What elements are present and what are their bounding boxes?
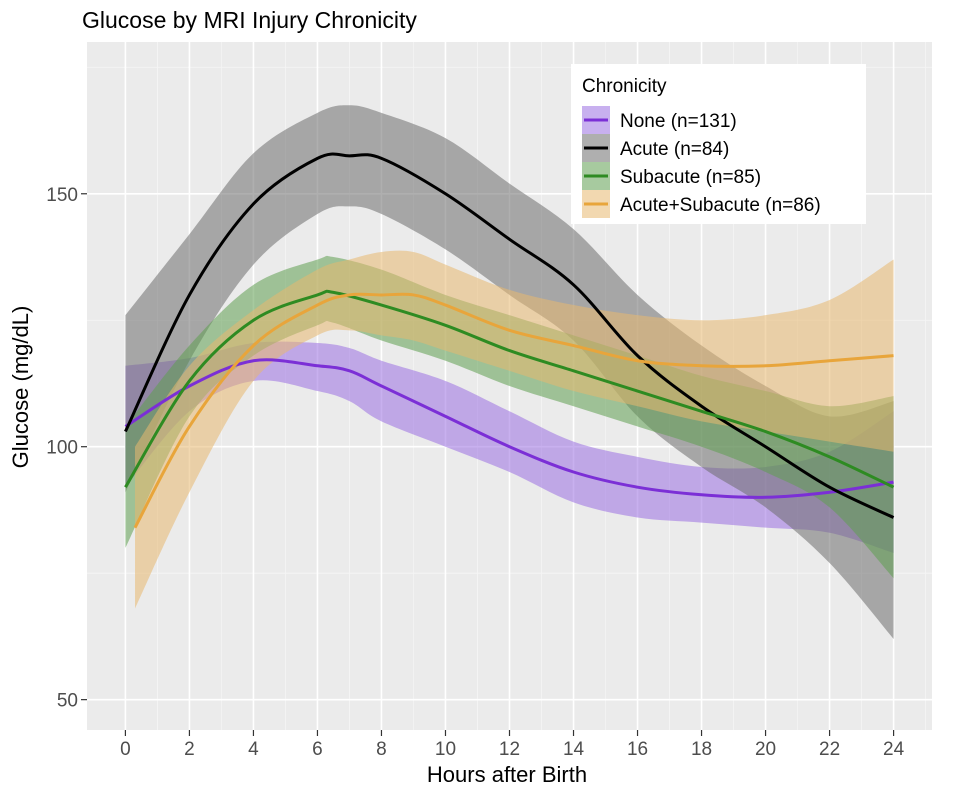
x-tick-label: 0 xyxy=(120,739,131,760)
x-tick-label: 14 xyxy=(563,739,585,760)
y-tick-label: 150 xyxy=(46,185,78,206)
y-axis: 50 100 150 xyxy=(46,185,87,712)
series-line xyxy=(124,358,894,499)
x-tick-label: 16 xyxy=(627,739,648,760)
x-tick-label: 6 xyxy=(312,739,323,760)
y-tick-label: 100 xyxy=(46,438,78,459)
confidence-band xyxy=(135,250,894,609)
x-tick-label: 22 xyxy=(819,739,840,760)
x-tick-label: 4 xyxy=(248,739,259,760)
x-tick-label: 12 xyxy=(499,739,520,760)
legend-label: Acute (n=84) xyxy=(620,139,729,160)
x-tick-label: 2 xyxy=(184,739,195,760)
legend-background xyxy=(571,64,866,224)
legend: Chronicity None (n=131) Acute (n=84) Subac… xyxy=(571,64,866,224)
series-lines xyxy=(124,152,895,529)
x-tick-label: 20 xyxy=(755,739,776,760)
x-tick-label: 10 xyxy=(435,739,456,760)
chart-title: Glucose by MRI Injury Chronicity xyxy=(82,7,417,33)
series-line xyxy=(124,152,895,519)
x-axis: 0 2 4 6 8 10 12 14 16 18 20 22 24 xyxy=(120,730,905,760)
legend-title: Chronicity xyxy=(582,76,667,97)
x-tick-label: 8 xyxy=(376,739,387,760)
series-line xyxy=(133,292,894,529)
x-tick-label: 24 xyxy=(883,739,905,760)
series-line xyxy=(124,289,895,489)
x-tick-label: 18 xyxy=(691,739,712,760)
y-axis-title: Glucose (mg/dL) xyxy=(8,306,33,469)
x-axis-title: Hours after Birth xyxy=(427,762,587,787)
legend-label: Subacute (n=85) xyxy=(620,167,761,188)
legend-label: None (n=131) xyxy=(620,111,737,132)
legend-label: Acute+Subacute (n=86) xyxy=(620,195,821,216)
y-tick-label: 50 xyxy=(57,691,78,712)
